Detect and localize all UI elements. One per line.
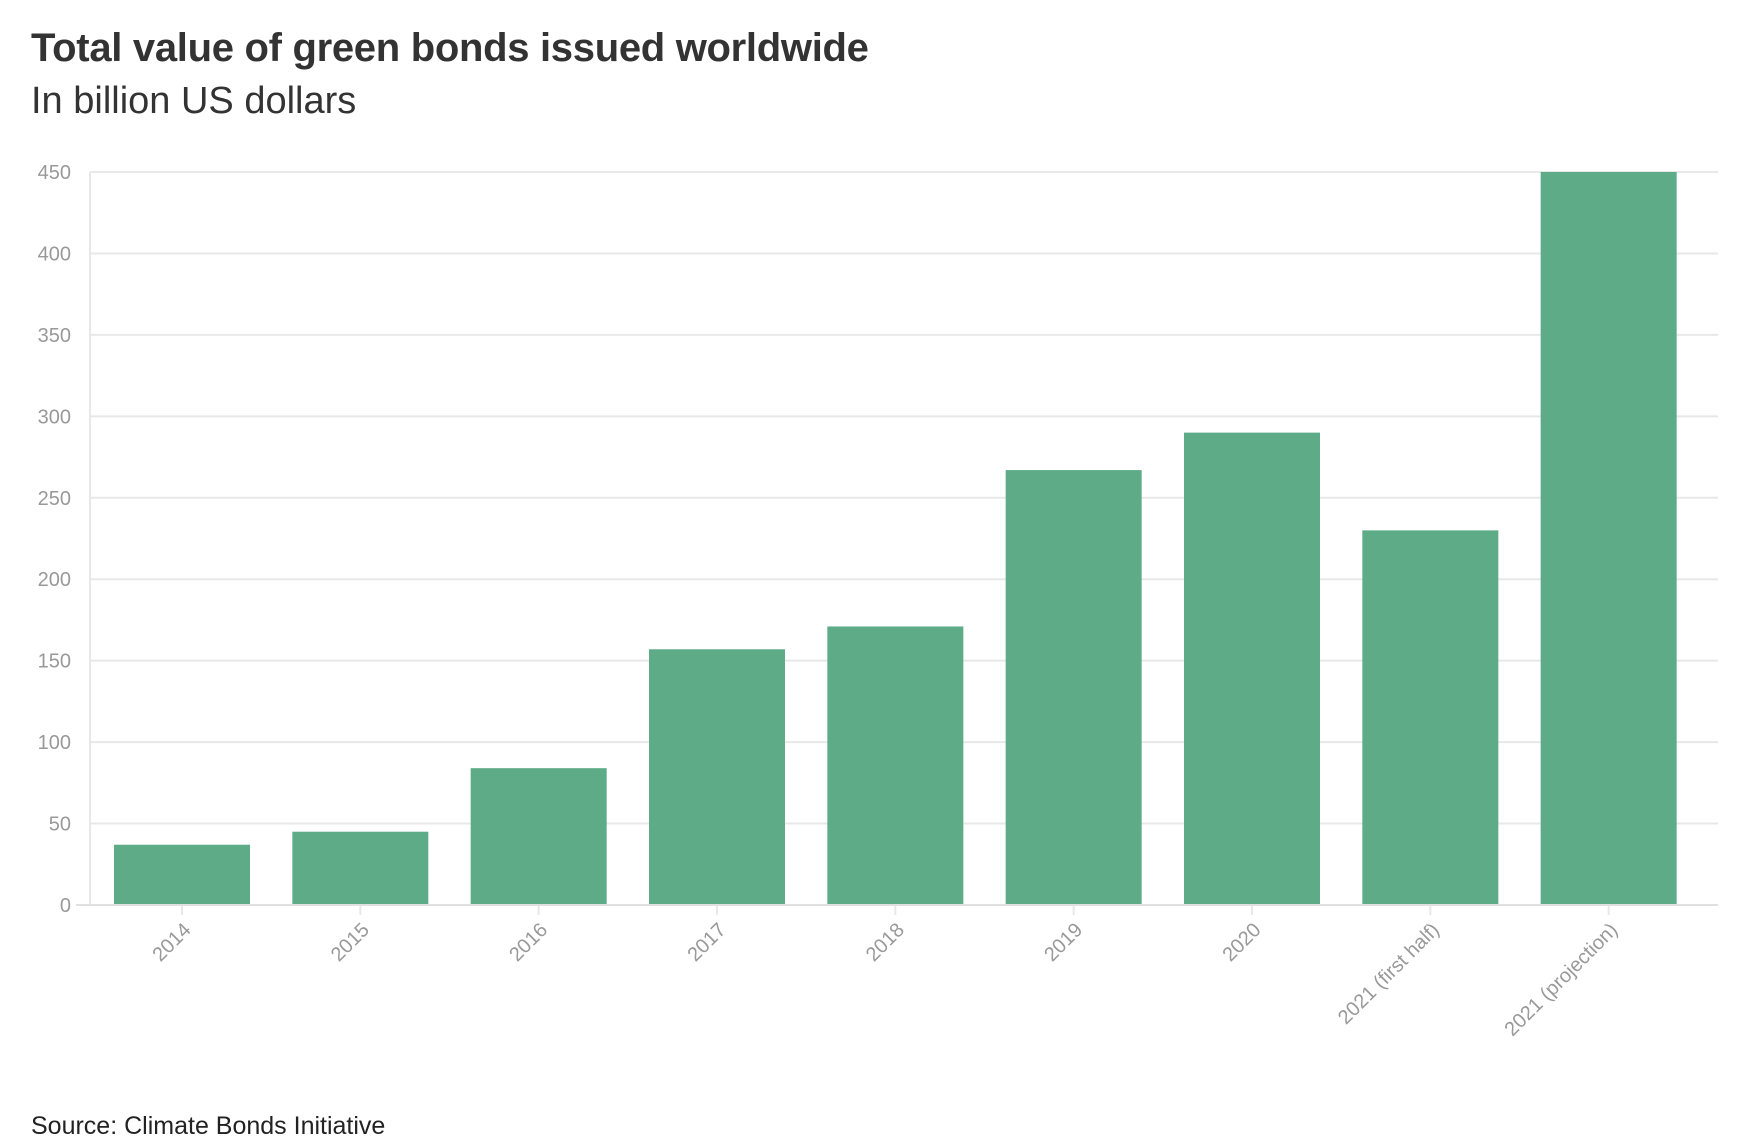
y-tick-label: 0: [60, 895, 71, 917]
y-tick-label: 300: [38, 406, 71, 428]
chart-title: Total value of green bonds issued worldw…: [31, 26, 869, 70]
x-tick-label: 2021 (projection): [1501, 919, 1623, 1041]
y-tick-label: 150: [38, 651, 71, 673]
y-tick-label: 250: [38, 488, 71, 510]
bar-2019: [1005, 470, 1142, 905]
bar-2017: [649, 649, 785, 905]
x-tick-label: 2021 (first half): [1334, 919, 1444, 1029]
y-tick-label: 400: [38, 243, 71, 265]
chart-subtitle: In billion US dollars: [31, 80, 357, 122]
bar-2020: [1184, 432, 1320, 905]
bar-2018: [827, 626, 964, 905]
x-tick-label: 2019: [1040, 919, 1087, 966]
y-tick-label: 100: [38, 732, 71, 754]
y-tick-label: 200: [38, 569, 71, 591]
bars: [114, 172, 1677, 905]
bar-2016: [470, 768, 607, 905]
y-tick-label: 50: [49, 814, 71, 836]
x-tick-label: 2020: [1219, 919, 1266, 966]
x-tick-label: 2014: [149, 919, 196, 966]
x-tick-label: 2016: [505, 919, 552, 966]
source-note: Source: Climate Bonds Initiative: [31, 1112, 386, 1140]
x-tick-label: 2017: [684, 919, 731, 966]
y-tick-label: 350: [38, 325, 71, 347]
x-tick-label: 2015: [327, 919, 374, 966]
bar-2021-projection: [1540, 172, 1677, 905]
bar-2014: [114, 844, 250, 905]
bar-2015: [292, 831, 429, 905]
y-tick-label: 450: [38, 162, 71, 184]
bar-2021-first-half: [1362, 530, 1499, 905]
x-tick-label: 2018: [862, 919, 909, 966]
